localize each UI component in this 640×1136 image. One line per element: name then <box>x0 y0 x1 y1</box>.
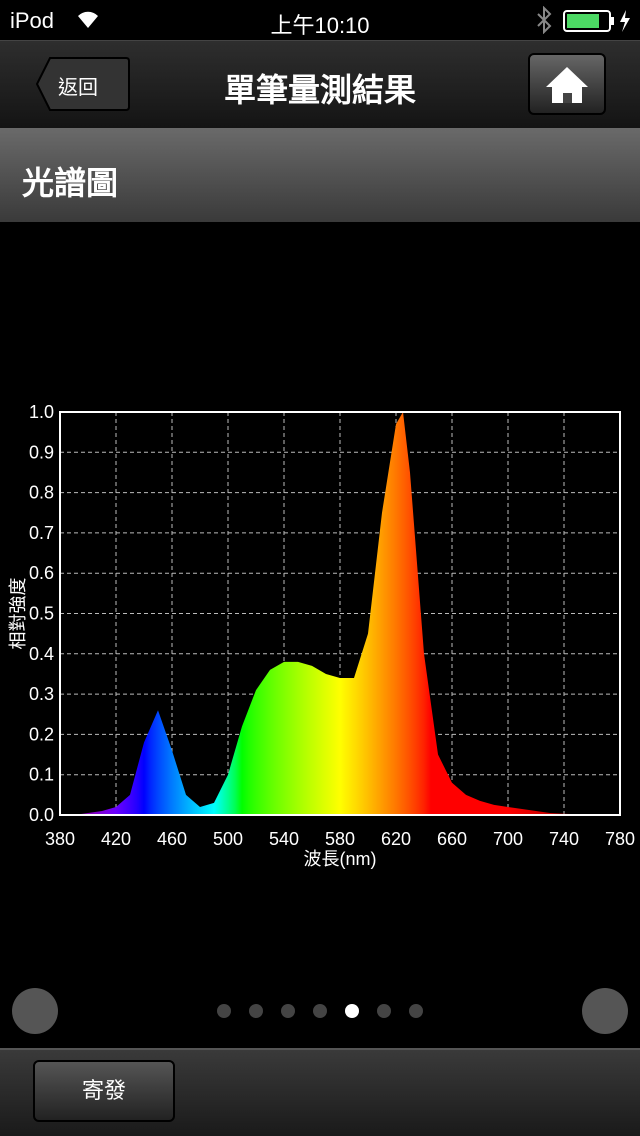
device-name: iPod <box>10 8 55 33</box>
back-label: 返回 <box>58 77 98 99</box>
x-tick-label: 540 <box>269 829 299 849</box>
x-tick-label: 660 <box>437 829 467 849</box>
y-tick-label: 0.2 <box>29 724 54 744</box>
nav-bar: 返回 單筆量測結果 <box>0 40 640 128</box>
page-dot[interactable] <box>217 1004 231 1018</box>
toolbar: 寄發 <box>0 1048 640 1136</box>
next-button[interactable] <box>582 988 628 1034</box>
x-tick-label: 380 <box>45 829 75 849</box>
y-tick-label: 0.4 <box>29 644 54 664</box>
status-icons <box>537 6 630 34</box>
section-header: 光譜圖 <box>0 128 640 222</box>
page-dot[interactable] <box>313 1004 327 1018</box>
y-tick-label: 0.6 <box>29 563 54 583</box>
x-tick-label: 500 <box>213 829 243 849</box>
prev-button[interactable] <box>12 988 58 1034</box>
page-dot[interactable] <box>409 1004 423 1018</box>
page-dot[interactable] <box>377 1004 391 1018</box>
back-button[interactable]: 返回 <box>36 57 130 111</box>
page-dot[interactable] <box>345 1004 359 1018</box>
page-dot[interactable] <box>281 1004 295 1018</box>
home-button[interactable] <box>528 53 606 115</box>
x-tick-label: 420 <box>101 829 131 849</box>
status-bar: iPod 上午10:10 <box>0 0 640 40</box>
x-tick-label: 740 <box>549 829 579 849</box>
chart: 0.0 0.1 0.2 0.3 0.4 0.5 0.6 0.7 0.8 0.9 1.0 380 420 4… <box>8 402 635 869</box>
section-title: 光譜圖 <box>22 165 119 201</box>
page-dot[interactable] <box>249 1004 263 1018</box>
y-tick-label: 0.0 <box>29 805 54 825</box>
wifi-icon <box>78 11 98 28</box>
y-tick-label: 0.1 <box>29 765 54 785</box>
page-indicator <box>0 1004 640 1020</box>
plot-frame <box>59 411 621 816</box>
y-axis-label: 相對強度 <box>8 578 28 650</box>
nav-title: 單筆量測結果 <box>223 72 416 108</box>
spectrum-area <box>60 412 620 815</box>
x-tick-label: 780 <box>605 829 635 849</box>
send-button[interactable]: 寄發 <box>33 1060 175 1122</box>
x-tick-label: 460 <box>157 829 187 849</box>
clock: 上午10:10 <box>270 13 370 38</box>
x-tick-label: 620 <box>381 829 411 849</box>
y-tick-label: 1.0 <box>29 402 54 422</box>
y-tick-label: 0.8 <box>29 483 54 503</box>
x-tick-label: 580 <box>325 829 355 849</box>
x-axis-label: 波長(nm) <box>304 849 377 869</box>
y-tick-label: 0.9 <box>29 442 54 462</box>
y-tick-label: 0.5 <box>29 604 54 624</box>
y-tick-label: 0.7 <box>29 523 54 543</box>
y-tick-label: 0.3 <box>29 684 54 704</box>
x-tick-label: 700 <box>493 829 523 849</box>
